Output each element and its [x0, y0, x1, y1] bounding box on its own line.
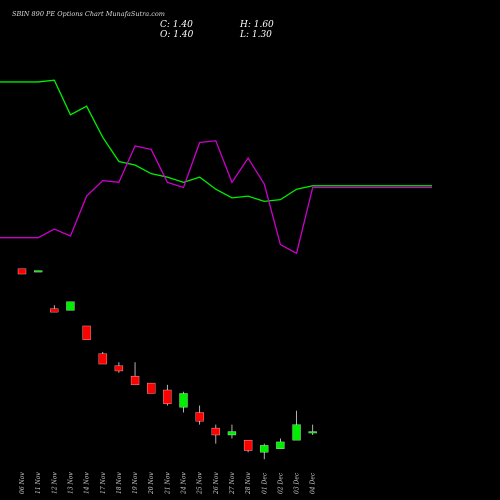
candle-body [147, 382, 156, 394]
candle-body [179, 393, 188, 408]
x-tick-label: 20 Nov [148, 472, 155, 495]
x-tick-label: 27 Nov [229, 472, 236, 495]
candle-body [292, 424, 301, 441]
candle-body [82, 325, 91, 340]
low-value: L: 1.30 [240, 30, 272, 40]
candle [211, 424, 220, 444]
x-tick-label: 02 Dec [277, 472, 284, 494]
x-tick-label: 28 Nov [245, 472, 252, 495]
x-tick-label: 04 Dec [310, 472, 317, 494]
candles [17, 268, 317, 460]
candle-body [50, 308, 59, 313]
candle-body [260, 445, 269, 453]
candle-body [308, 431, 317, 434]
candle [147, 382, 156, 394]
candle [276, 438, 285, 449]
x-tick-label: 11 Nov [35, 472, 42, 494]
candle [82, 325, 91, 340]
candle [292, 410, 301, 441]
candle [50, 305, 59, 313]
candle-body [163, 389, 172, 404]
overlay-line-2 [0, 140, 432, 255]
candle [227, 424, 237, 439]
candle-body [17, 268, 27, 275]
x-tick-label: 17 Nov [100, 472, 107, 494]
candle [66, 301, 75, 311]
x-axis-tick-labels: 06 Nov 11 Nov 12 Nov 13 Nov 14 Nov 17 Nov 18 N… [19, 472, 317, 495]
candle-body [227, 431, 237, 436]
x-tick-label: 12 Nov [51, 472, 58, 494]
candle [163, 384, 172, 406]
candle-body [98, 353, 107, 365]
candle-body [114, 365, 124, 372]
candle [179, 391, 188, 413]
x-tick-label: 21 Nov [164, 472, 171, 495]
candle [195, 405, 204, 425]
x-tick-label: 24 Nov [181, 472, 188, 495]
x-tick-label: 03 Dec [294, 472, 301, 494]
candle-body [276, 441, 285, 449]
candle [243, 440, 253, 453]
x-tick-label: 01 Dec [261, 472, 268, 494]
candle [114, 362, 124, 373]
open-value: O: 1.40 [160, 30, 194, 40]
x-tick-label: 06 Nov [19, 472, 26, 494]
x-tick-label: 14 Nov [84, 472, 91, 494]
candle-body [195, 412, 204, 422]
candle [260, 443, 269, 460]
chart-title: SBIN 890 PE Options Chart MunafaSutra.co… [12, 10, 165, 18]
candle-body [34, 270, 43, 273]
x-tick-label: 13 Nov [67, 472, 74, 494]
candle [34, 270, 43, 273]
candle-body [211, 427, 220, 436]
x-tick-label: 19 Nov [132, 472, 139, 494]
candle-body [130, 376, 140, 385]
x-tick-label: 18 Nov [116, 472, 123, 494]
candle [17, 268, 27, 275]
x-tick-label: 25 Nov [197, 472, 204, 495]
overlay-line-1 [0, 79, 432, 203]
candle [98, 351, 107, 365]
candle [130, 362, 140, 385]
overlay-lines [0, 79, 432, 255]
candle-body [243, 440, 253, 451]
candle-body [66, 301, 75, 311]
close-value: C: 1.40 [160, 20, 193, 30]
high-value: H: 1.60 [240, 20, 274, 30]
x-tick-label: 26 Nov [213, 472, 220, 495]
candle [308, 424, 317, 435]
